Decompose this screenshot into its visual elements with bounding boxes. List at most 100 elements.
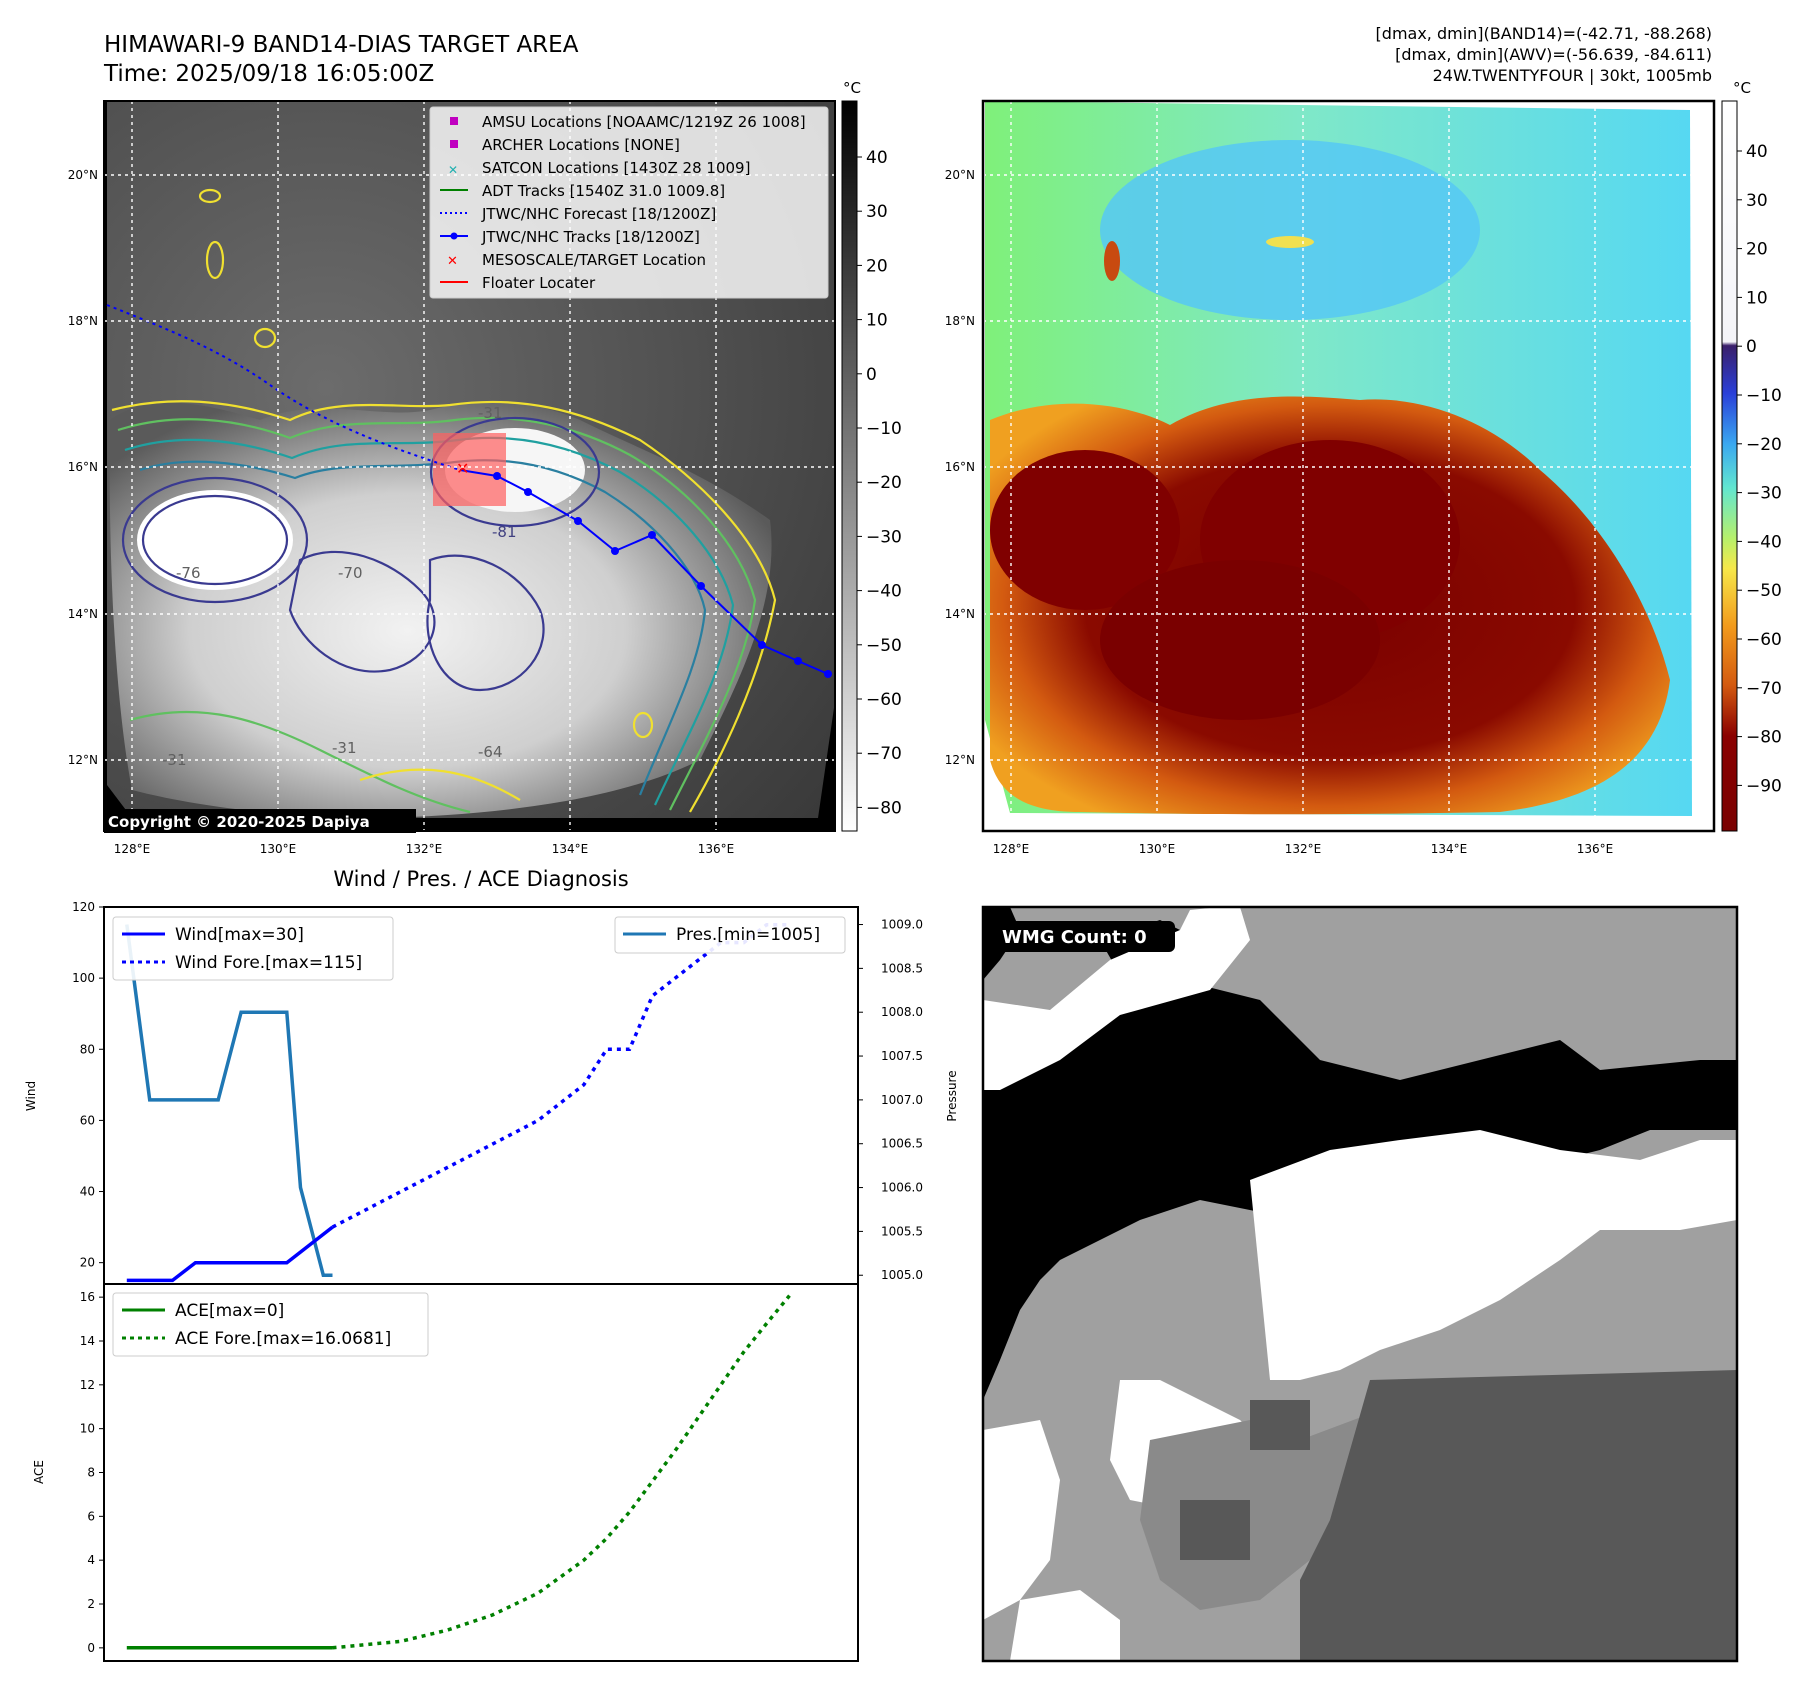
target-location-marker: ✕ [456, 459, 469, 478]
ace-tick-label: 4 [87, 1553, 95, 1567]
contour-label: -81 [492, 523, 517, 541]
color-colorbar-tick-label: −10 [1746, 386, 1782, 406]
color-map-lat-labels: 20°N 18°N 16°N 14°N 12°N [945, 168, 975, 767]
legend-adt: ADT Tracks [1540Z 31.0 1009.8] [482, 182, 725, 200]
ace-tick-label: 0 [87, 1641, 95, 1655]
target-area-box [433, 433, 506, 506]
svg-text:128°E: 128°E [114, 842, 151, 856]
legend-satcon: SATCON Locations [1430Z 28 1009] [482, 159, 750, 177]
color-colorbar-tick-label: 30 [1746, 191, 1768, 211]
pressure-series [125, 924, 333, 1277]
wmg-panel: WMG Count: 0 [981, 905, 1739, 1663]
legend-mesoscale: MESOSCALE/TARGET Location [482, 251, 706, 269]
diagnosis-title: Wind / Pres. / ACE Diagnosis [333, 867, 628, 891]
color-map-lon-labels: 128°E 130°E 132°E 134°E 136°E [993, 842, 1614, 856]
legend-wind-forecast: Wind Fore.[max=115] [175, 953, 362, 973]
svg-text:134°E: 134°E [1431, 842, 1468, 856]
copyright-text: Copyright © 2020-2025 Dapiya [108, 813, 370, 831]
color-colorbar-tick-label: −90 [1746, 776, 1782, 796]
wind-tick-label: 40 [80, 1185, 95, 1199]
wind-tick-label: 120 [72, 900, 95, 914]
wmg-count-badge [993, 921, 1175, 952]
gray-colorbar-tick-label: −50 [866, 636, 902, 656]
figure-time: Time: 2025/09/18 16:05:00Z [103, 61, 434, 87]
pressure-tick-label: 1009.0 [881, 918, 923, 932]
svg-text:20°N: 20°N [945, 168, 975, 182]
color-colorbar-tick-label: −40 [1746, 532, 1782, 552]
contour-label: -70 [338, 564, 363, 582]
gray-colorbar-tick-label: −70 [866, 744, 902, 764]
ace-legend [112, 1292, 429, 1357]
ace-axis-label: ACE [32, 1460, 46, 1484]
svg-text:132°E: 132°E [1285, 842, 1322, 856]
gray-colorbar-tick-label: −30 [866, 527, 902, 547]
svg-text:130°E: 130°E [1139, 842, 1176, 856]
legend-amsu: AMSU Locations [NOAAMC/1219Z 26 1008] [482, 113, 806, 131]
gray-colorbar-tick-label: −60 [866, 690, 902, 710]
svg-text:✕: ✕ [447, 254, 458, 269]
color-colorbar-tick-label: −80 [1746, 728, 1782, 748]
pressure-legend [614, 916, 846, 954]
legend-wind: Wind[max=30] [175, 925, 304, 945]
ir-map-legend [429, 106, 829, 299]
svg-text:16°N: 16°N [68, 460, 98, 474]
gray-colorbar-tick-label: −10 [866, 419, 902, 439]
diagnosis-ticks: 204060801001201005.01005.51006.01006.510… [72, 900, 923, 1655]
pressure-tick-label: 1008.5 [881, 961, 923, 975]
color-colorbar-tick-label: 10 [1746, 288, 1768, 308]
legend-ace-forecast: ACE Fore.[max=16.0681] [175, 1329, 391, 1349]
color-map-gridlines [983, 101, 1714, 831]
wind-legend [112, 916, 394, 981]
gray-colorbar-tick-label: −80 [866, 798, 902, 818]
ir-contours [111, 188, 777, 814]
jtwc-track [459, 469, 829, 675]
gray-colorbar: °C [841, 79, 861, 832]
svg-text:18°N: 18°N [945, 314, 975, 328]
ace-tick-label: 6 [87, 1509, 95, 1523]
pressure-axis-label: Pressure [945, 1070, 959, 1121]
ir-map-lat-labels: 20°N 18°N 16°N 14°N 12°N [68, 168, 98, 767]
svg-text:130°E: 130°E [260, 842, 297, 856]
color-map-panel [981, 99, 1716, 833]
color-colorbar: °C [1721, 79, 1751, 832]
svg-text:✕: ✕ [448, 163, 458, 177]
svg-text:136°E: 136°E [698, 842, 735, 856]
figure-title: HIMAWARI-9 BAND14-DIAS TARGET AREA [104, 32, 579, 58]
contour-label: -64 [478, 743, 503, 761]
svg-text:14°N: 14°N [945, 607, 975, 621]
wind-series [126, 1225, 334, 1283]
pressure-tick-label: 1005.5 [881, 1224, 923, 1238]
legend-ace: ACE[max=0] [175, 1301, 284, 1321]
wind-tick-label: 60 [80, 1113, 95, 1127]
wind-tick-label: 20 [80, 1256, 95, 1270]
ace-tick-label: 10 [80, 1422, 95, 1436]
svg-text:16°N: 16°N [945, 460, 975, 474]
color-colorbar-unit: °C [1733, 79, 1751, 97]
wind-tick-label: 80 [80, 1042, 95, 1056]
copyright-box [104, 809, 416, 833]
ace-tick-label: 14 [80, 1334, 95, 1348]
wind-tick-label: 100 [72, 971, 95, 985]
stats-awv: [dmax, dmin](AWV)=(-56.639, -84.611) [1395, 45, 1712, 64]
gray-colorbar-ticks: 40 30 20 10 0 −10 −20 −30 −40 −50 −60 −70 −80 [857, 148, 902, 818]
svg-text:128°E: 128°E [993, 842, 1030, 856]
legend-pressure: Pres.[min=1005] [676, 925, 820, 945]
color-colorbar-tick-label: −50 [1746, 581, 1782, 601]
gray-colorbar-tick-label: 10 [866, 311, 888, 331]
color-colorbar-tick-label: −20 [1746, 435, 1782, 455]
jtwc-track-points [493, 472, 832, 678]
color-colorbar-tick-label: −60 [1746, 630, 1782, 650]
pressure-tick-label: 1007.5 [881, 1049, 923, 1063]
legend-markers: ✕ ✕ [440, 117, 468, 283]
pressure-tick-label: 1006.5 [881, 1137, 923, 1151]
color-colorbar-tick-label: 40 [1746, 142, 1768, 162]
gray-colorbar-tick-label: −40 [866, 582, 902, 602]
ace-tick-label: 8 [87, 1466, 95, 1480]
svg-text:12°N: 12°N [945, 753, 975, 767]
legend-jtwc-forecast: JTWC/NHC Forecast [18/1200Z] [481, 205, 716, 223]
gray-colorbar-tick-label: 20 [866, 256, 888, 276]
gray-colorbar-unit: °C [843, 79, 861, 97]
stats-storm: 24W.TWENTYFOUR | 30kt, 1005mb [1433, 66, 1712, 85]
svg-text:12°N: 12°N [68, 753, 98, 767]
